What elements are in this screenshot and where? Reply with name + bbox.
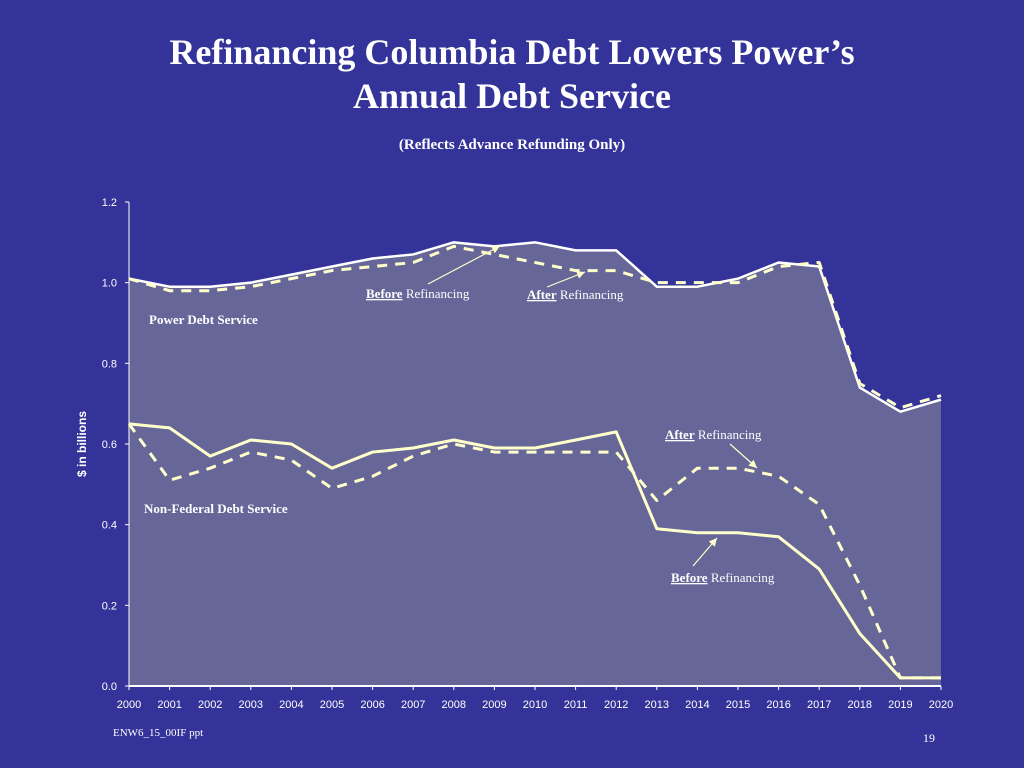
x-tick-label: 2016 <box>766 699 790 711</box>
slide-subtitle: (Reflects Advance Refunding Only) <box>398 137 626 153</box>
x-tick-label: 2015 <box>726 699 750 711</box>
nonfed-before-annotation: Before Refinancing <box>671 570 775 585</box>
y-tick-label: 1.0 <box>102 278 117 290</box>
power-before-arrow-head <box>491 246 500 254</box>
y-tick-label: 0.4 <box>102 520 117 532</box>
nonfed-before-arrow-head <box>708 538 717 547</box>
x-tick-label: 2014 <box>685 699 709 711</box>
power-after-arrow-head <box>576 271 585 279</box>
power-after-annotation: After Refinancing <box>527 287 624 302</box>
x-tick-label: 2005 <box>320 699 344 711</box>
slide-title: Refinancing Columbia Debt Lowers Power’s… <box>0 30 1024 118</box>
nonfed-after-arrow-head <box>748 459 757 468</box>
chart-series <box>127 241 942 680</box>
x-tick-label: 2012 <box>604 699 628 711</box>
power-before-arrow <box>427 245 501 285</box>
chart-annotations: Power Debt Service Non-Federal Debt Servi… <box>144 245 775 585</box>
x-tick-label: 2013 <box>645 699 669 711</box>
footer-file-name: ENW6_15_00IF ppt <box>113 727 204 739</box>
x-tick-label: 2004 <box>279 699 303 711</box>
x-tick-label: 2006 <box>360 699 384 711</box>
y-tick-label: 0.8 <box>102 358 117 370</box>
y-tick-label: 0.2 <box>102 600 117 612</box>
x-tick-label: 2002 <box>198 699 222 711</box>
nonfed-after-line <box>127 422 941 680</box>
power-debt-label: Power Debt Service <box>149 312 258 327</box>
y-tick-label: 1.2 <box>102 197 117 209</box>
nonfed-after-annotation: After Refinancing <box>665 427 762 442</box>
x-tick-label: 2003 <box>239 699 263 711</box>
x-tick-label: 2000 <box>117 699 141 711</box>
x-tick-label: 2020 <box>929 699 953 711</box>
power-after-line <box>128 244 942 410</box>
y-tick-label: 0.0 <box>102 681 117 693</box>
x-tick-label: 2018 <box>848 699 872 711</box>
y-axis-label: $ in billions <box>75 411 89 477</box>
title-line-2: Annual Debt Service <box>353 76 671 116</box>
nonfed-debt-label: Non-Federal Debt Service <box>144 501 288 516</box>
x-tick-label: 2017 <box>807 699 831 711</box>
page-number: 19 <box>923 731 935 745</box>
x-tick-label: 2001 <box>157 699 181 711</box>
chart-axes: 0.0 0.2 0.4 0.6 0.8 1.0 1.2 2000 2001 2002 2003 200… <box>75 197 953 711</box>
x-tick-label: 2011 <box>564 699 588 711</box>
x-tick-label: 2009 <box>482 699 506 711</box>
power-debt-area <box>129 242 941 687</box>
y-tick-label: 0.6 <box>102 439 117 451</box>
power-before-annotation: Before Refinancing <box>366 286 470 301</box>
x-tick-label: 2019 <box>888 699 912 711</box>
title-line-1: Refinancing Columbia Debt Lowers Power’s <box>169 32 855 72</box>
x-tick-label: 2007 <box>401 699 425 711</box>
x-tick-label: 2008 <box>442 699 466 711</box>
nonfed-before-line <box>128 422 941 680</box>
x-tick-label: 2010 <box>523 699 547 711</box>
